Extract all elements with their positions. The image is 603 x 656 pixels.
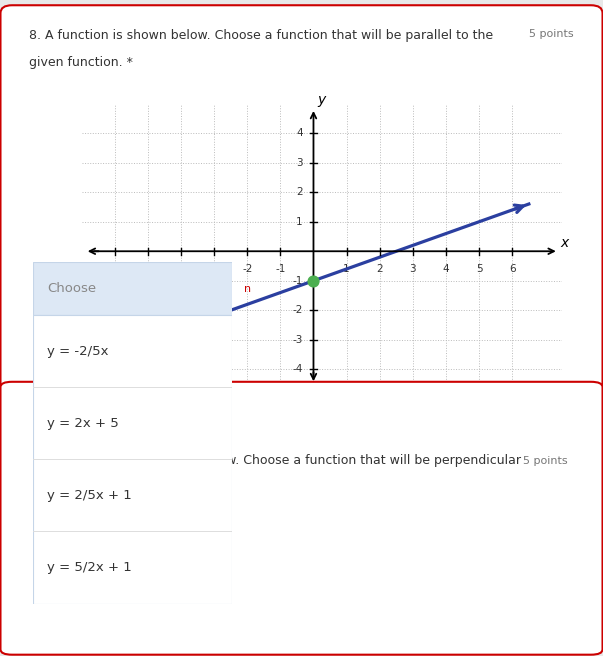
FancyBboxPatch shape: [1, 382, 602, 655]
Text: y = -2/5x: y = -2/5x: [47, 345, 109, 358]
Text: -1: -1: [292, 276, 303, 286]
FancyBboxPatch shape: [1, 5, 602, 415]
Text: -5: -5: [143, 264, 153, 274]
Text: -4: -4: [175, 264, 186, 274]
Text: 6: 6: [509, 264, 516, 274]
Text: 1: 1: [296, 216, 303, 227]
Text: low. Choose a function that will be perpendicular: low. Choose a function that will be perp…: [215, 454, 520, 467]
Point: [143, 335, 153, 345]
Text: -4: -4: [292, 364, 303, 375]
Text: 5: 5: [476, 264, 482, 274]
Text: 3: 3: [409, 264, 416, 274]
Text: 2: 2: [296, 187, 303, 197]
Text: 2: 2: [376, 264, 383, 274]
Text: Choose: Choose: [47, 282, 96, 295]
Text: x: x: [560, 236, 569, 250]
Text: -6: -6: [110, 264, 120, 274]
Text: -3: -3: [209, 264, 219, 274]
Text: 4: 4: [443, 264, 449, 274]
Text: -2: -2: [242, 264, 253, 274]
Point: [309, 276, 318, 286]
Text: -1: -1: [275, 264, 286, 274]
FancyBboxPatch shape: [33, 262, 232, 316]
Text: given function. *: given function. *: [30, 56, 133, 70]
Text: y = 5/2x + 1: y = 5/2x + 1: [47, 561, 132, 574]
Text: y: y: [318, 92, 326, 106]
Text: n: n: [244, 284, 251, 294]
FancyBboxPatch shape: [33, 316, 232, 604]
Text: y = 2x + 5: y = 2x + 5: [47, 417, 119, 430]
Text: 5 points: 5 points: [523, 455, 568, 466]
Text: 1: 1: [343, 264, 350, 274]
Text: 5 points: 5 points: [529, 29, 573, 39]
Text: -3: -3: [292, 335, 303, 345]
Text: 3: 3: [296, 157, 303, 168]
Text: 4: 4: [296, 128, 303, 138]
Text: -2: -2: [292, 305, 303, 316]
Text: y = 2/5x + 1: y = 2/5x + 1: [47, 489, 132, 502]
Text: 8. A function is shown below. Choose a function that will be parallel to the: 8. A function is shown below. Choose a f…: [30, 29, 493, 42]
